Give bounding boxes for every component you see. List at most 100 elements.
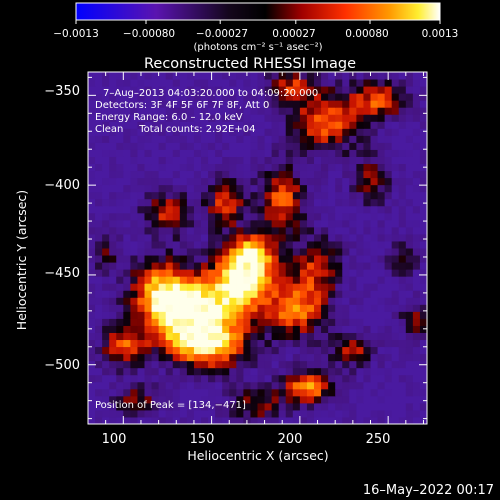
heatmap-cell [215,149,223,157]
heatmap-cell [158,233,167,242]
heatmap-cell [264,240,273,249]
heatmap-cell [116,318,124,326]
heatmap-cell [236,170,244,179]
heatmap-cell [158,283,167,291]
heatmap-cell [222,93,230,101]
heatmap-cell [285,240,294,249]
heatmap-cell [419,395,428,404]
annotation-detectors: Detectors: 3F 4F 5F 6F 7F 8F, Att 0 [95,100,269,111]
heatmap-cell [201,79,209,87]
heatmap-cell [144,163,153,172]
heatmap-cell [102,360,110,369]
heatmap-cell [377,226,386,235]
heatmap-cell [229,416,237,425]
heatmap-cell [405,156,414,165]
heatmap-cell [201,100,209,108]
heatmap-cell [405,283,414,291]
heatmap-cell [201,276,209,284]
heatmap-cell [419,353,428,362]
heatmap-cell [208,149,216,157]
heatmap-cell [165,416,174,425]
heatmap-cell [363,226,371,235]
heatmap-cell [144,149,153,157]
heatmap-cell [398,72,407,80]
heatmap-cell [271,128,280,136]
heatmap-cell [335,367,343,376]
heatmap-cell [342,198,350,207]
heatmap-cell [299,128,308,136]
heatmap-cell [419,212,428,221]
heatmap-cell [229,114,237,122]
heatmap-cell [271,339,280,348]
heatmap-cell [321,409,329,418]
heatmap-cell [179,374,188,383]
heatmap-cell [299,311,308,319]
heatmap-cell [186,332,195,341]
heatmap-cell [250,79,258,87]
heatmap-cell [95,205,103,214]
heatmap-cell [137,149,145,157]
heatmap-cell [208,191,216,200]
heatmap-cell [285,318,294,326]
heatmap-cell [109,283,117,291]
heatmap-cell [384,226,393,235]
heatmap-cell [363,86,371,94]
heatmap-cell [102,79,110,87]
heatmap-cell [271,163,280,172]
heatmap-cell [299,276,308,284]
heatmap-cell [243,107,251,115]
heatmap-cell [229,121,237,129]
heatmap-cell [292,93,301,101]
heatmap-cell [306,332,315,341]
heatmap-cell [335,156,343,165]
heatmap-cell [165,170,174,179]
heatmap-cell [306,86,315,94]
heatmap-cell [201,353,209,362]
heatmap-cell [278,135,287,143]
heatmap-cell [186,262,195,270]
heatmap-cell [95,86,103,94]
heatmap-cell [391,219,400,228]
heatmap-cell [144,304,153,312]
heatmap-cell [109,233,117,242]
heatmap-cell [292,156,301,165]
heatmap-cell [236,339,244,348]
heatmap-cell [102,240,110,249]
heatmap-cell [314,402,322,411]
heatmap-cell [299,79,308,87]
heatmap-cell [172,100,181,108]
heatmap-cell [398,311,407,319]
heatmap-cell [412,163,421,172]
heatmap-cell [222,177,230,186]
heatmap-cell [335,79,343,87]
heatmap-cell [116,290,124,298]
heatmap-cell [405,212,414,221]
heatmap-cell [130,283,138,291]
heatmap-cell [363,149,371,157]
heatmap-cell [215,163,223,172]
heatmap-cell [201,191,209,200]
heatmap-cell [137,233,145,242]
heatmap-cell [342,374,350,383]
heatmap-cell [165,156,174,165]
heatmap-cell [193,79,202,87]
heatmap-cell [306,114,315,122]
heatmap-cell [321,332,329,341]
heatmap-cell [264,276,273,284]
heatmap-cell [391,72,400,80]
heatmap-cell [193,262,202,270]
heatmap-cell [158,79,167,87]
heatmap-cell [363,142,371,150]
heatmap-cell [292,177,301,186]
heatmap-cell [151,374,160,383]
heatmap-cell [285,184,294,193]
heatmap-cell [243,128,251,136]
heatmap-cell [292,409,301,418]
heatmap-cell [257,332,266,341]
heatmap-cell [299,93,308,101]
heatmap-cell [405,388,414,397]
heatmap-cell [292,240,301,249]
heatmap-cell [201,269,209,277]
heatmap-cell [271,381,280,390]
heatmap-cell [328,290,336,298]
